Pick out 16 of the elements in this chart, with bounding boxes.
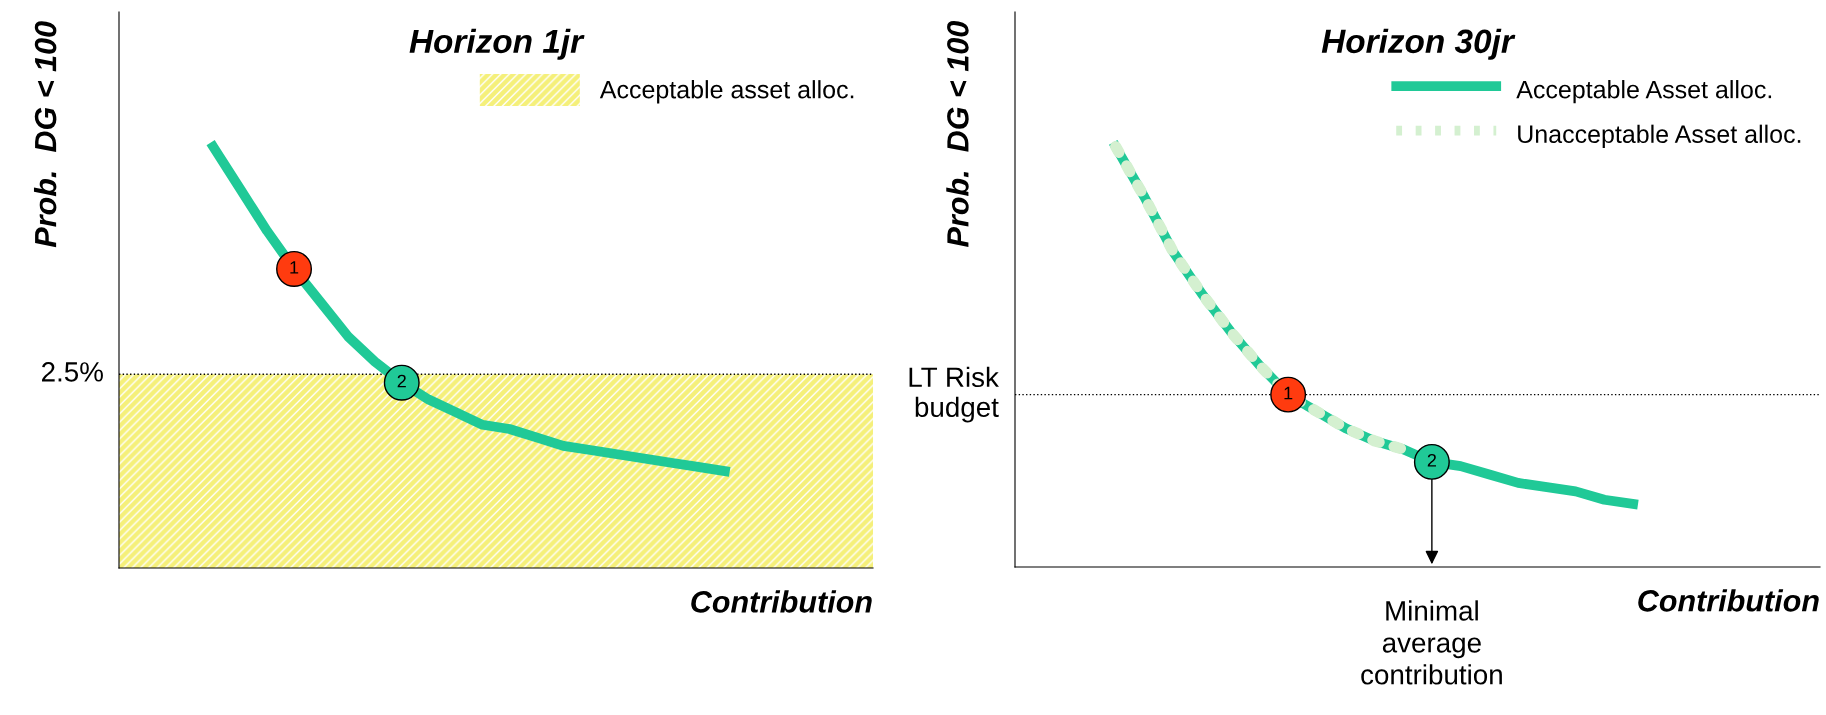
annotation: 2: [397, 374, 406, 388]
ref-line-label: LT Risk budget: [909, 366, 999, 423]
text: 2.5%: [42, 362, 103, 382]
text: Minimal average contribution: [1361, 600, 1502, 685]
y-axis-title: Prob. DG < 100: [946, 21, 969, 247]
annotation: 1: [1284, 386, 1293, 400]
annotation: 1: [290, 261, 299, 274]
legend-label: Acceptable asset alloc.: [599, 80, 854, 104]
chart-title: Horizon 1jr: [409, 28, 585, 60]
legend-label: Unacceptable Asset alloc.: [1518, 124, 1801, 148]
x-axis-title: Contribution: [1638, 589, 1819, 612]
annotation: 2: [1427, 453, 1436, 467]
chart-title: Horizon 30jr: [1321, 28, 1516, 60]
x-axis-title: Contribution: [691, 590, 872, 613]
y-axis-title: Prob. DG < 100: [33, 21, 57, 248]
legend-label: Acceptable Asset alloc.: [1516, 80, 1772, 104]
